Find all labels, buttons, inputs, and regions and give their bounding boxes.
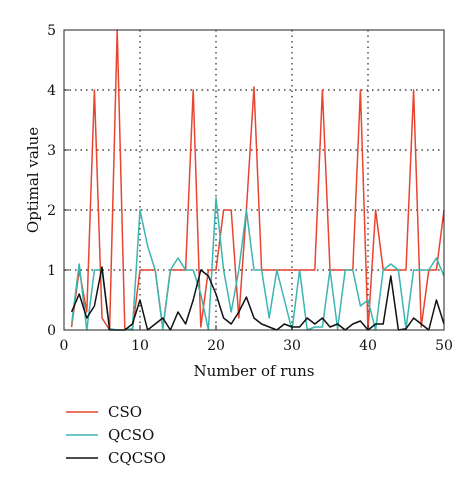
- series-lines: [70, 29, 445, 331]
- x-tick-label: 20: [207, 338, 225, 354]
- x-tick-label: 0: [60, 338, 69, 354]
- y-tick-label: 5: [47, 23, 56, 39]
- y-tick-label: 2: [47, 203, 56, 219]
- series-line-cso: [70, 29, 445, 331]
- y-tick-label: 4: [47, 83, 56, 99]
- x-tick-label: 30: [283, 338, 301, 354]
- y-axis-title: Optimal value: [24, 127, 42, 233]
- legend-label-cqcso: CQCSO: [108, 449, 166, 467]
- x-tick-label: 10: [131, 338, 149, 354]
- y-tick-label: 0: [47, 323, 56, 339]
- grid-lines: [64, 30, 444, 330]
- x-tick-label: 40: [359, 338, 377, 354]
- x-tick-label: 50: [435, 338, 453, 354]
- legend: CSO QCSO CQCSO: [66, 403, 166, 467]
- series-line-qcso: [70, 197, 445, 331]
- y-axis-ticks: 0 1 2 3 4 5: [47, 23, 69, 339]
- series-line-cqcso: [70, 266, 445, 331]
- legend-label-cso: CSO: [108, 403, 142, 421]
- x-axis-ticks: 0 10 20 30 40 50: [60, 325, 453, 354]
- y-tick-label: 1: [47, 263, 56, 279]
- legend-label-qcso: QCSO: [108, 426, 154, 444]
- x-axis-title: Number of runs: [194, 362, 315, 380]
- plot-frame: [63, 29, 445, 331]
- y-tick-label: 3: [47, 143, 56, 159]
